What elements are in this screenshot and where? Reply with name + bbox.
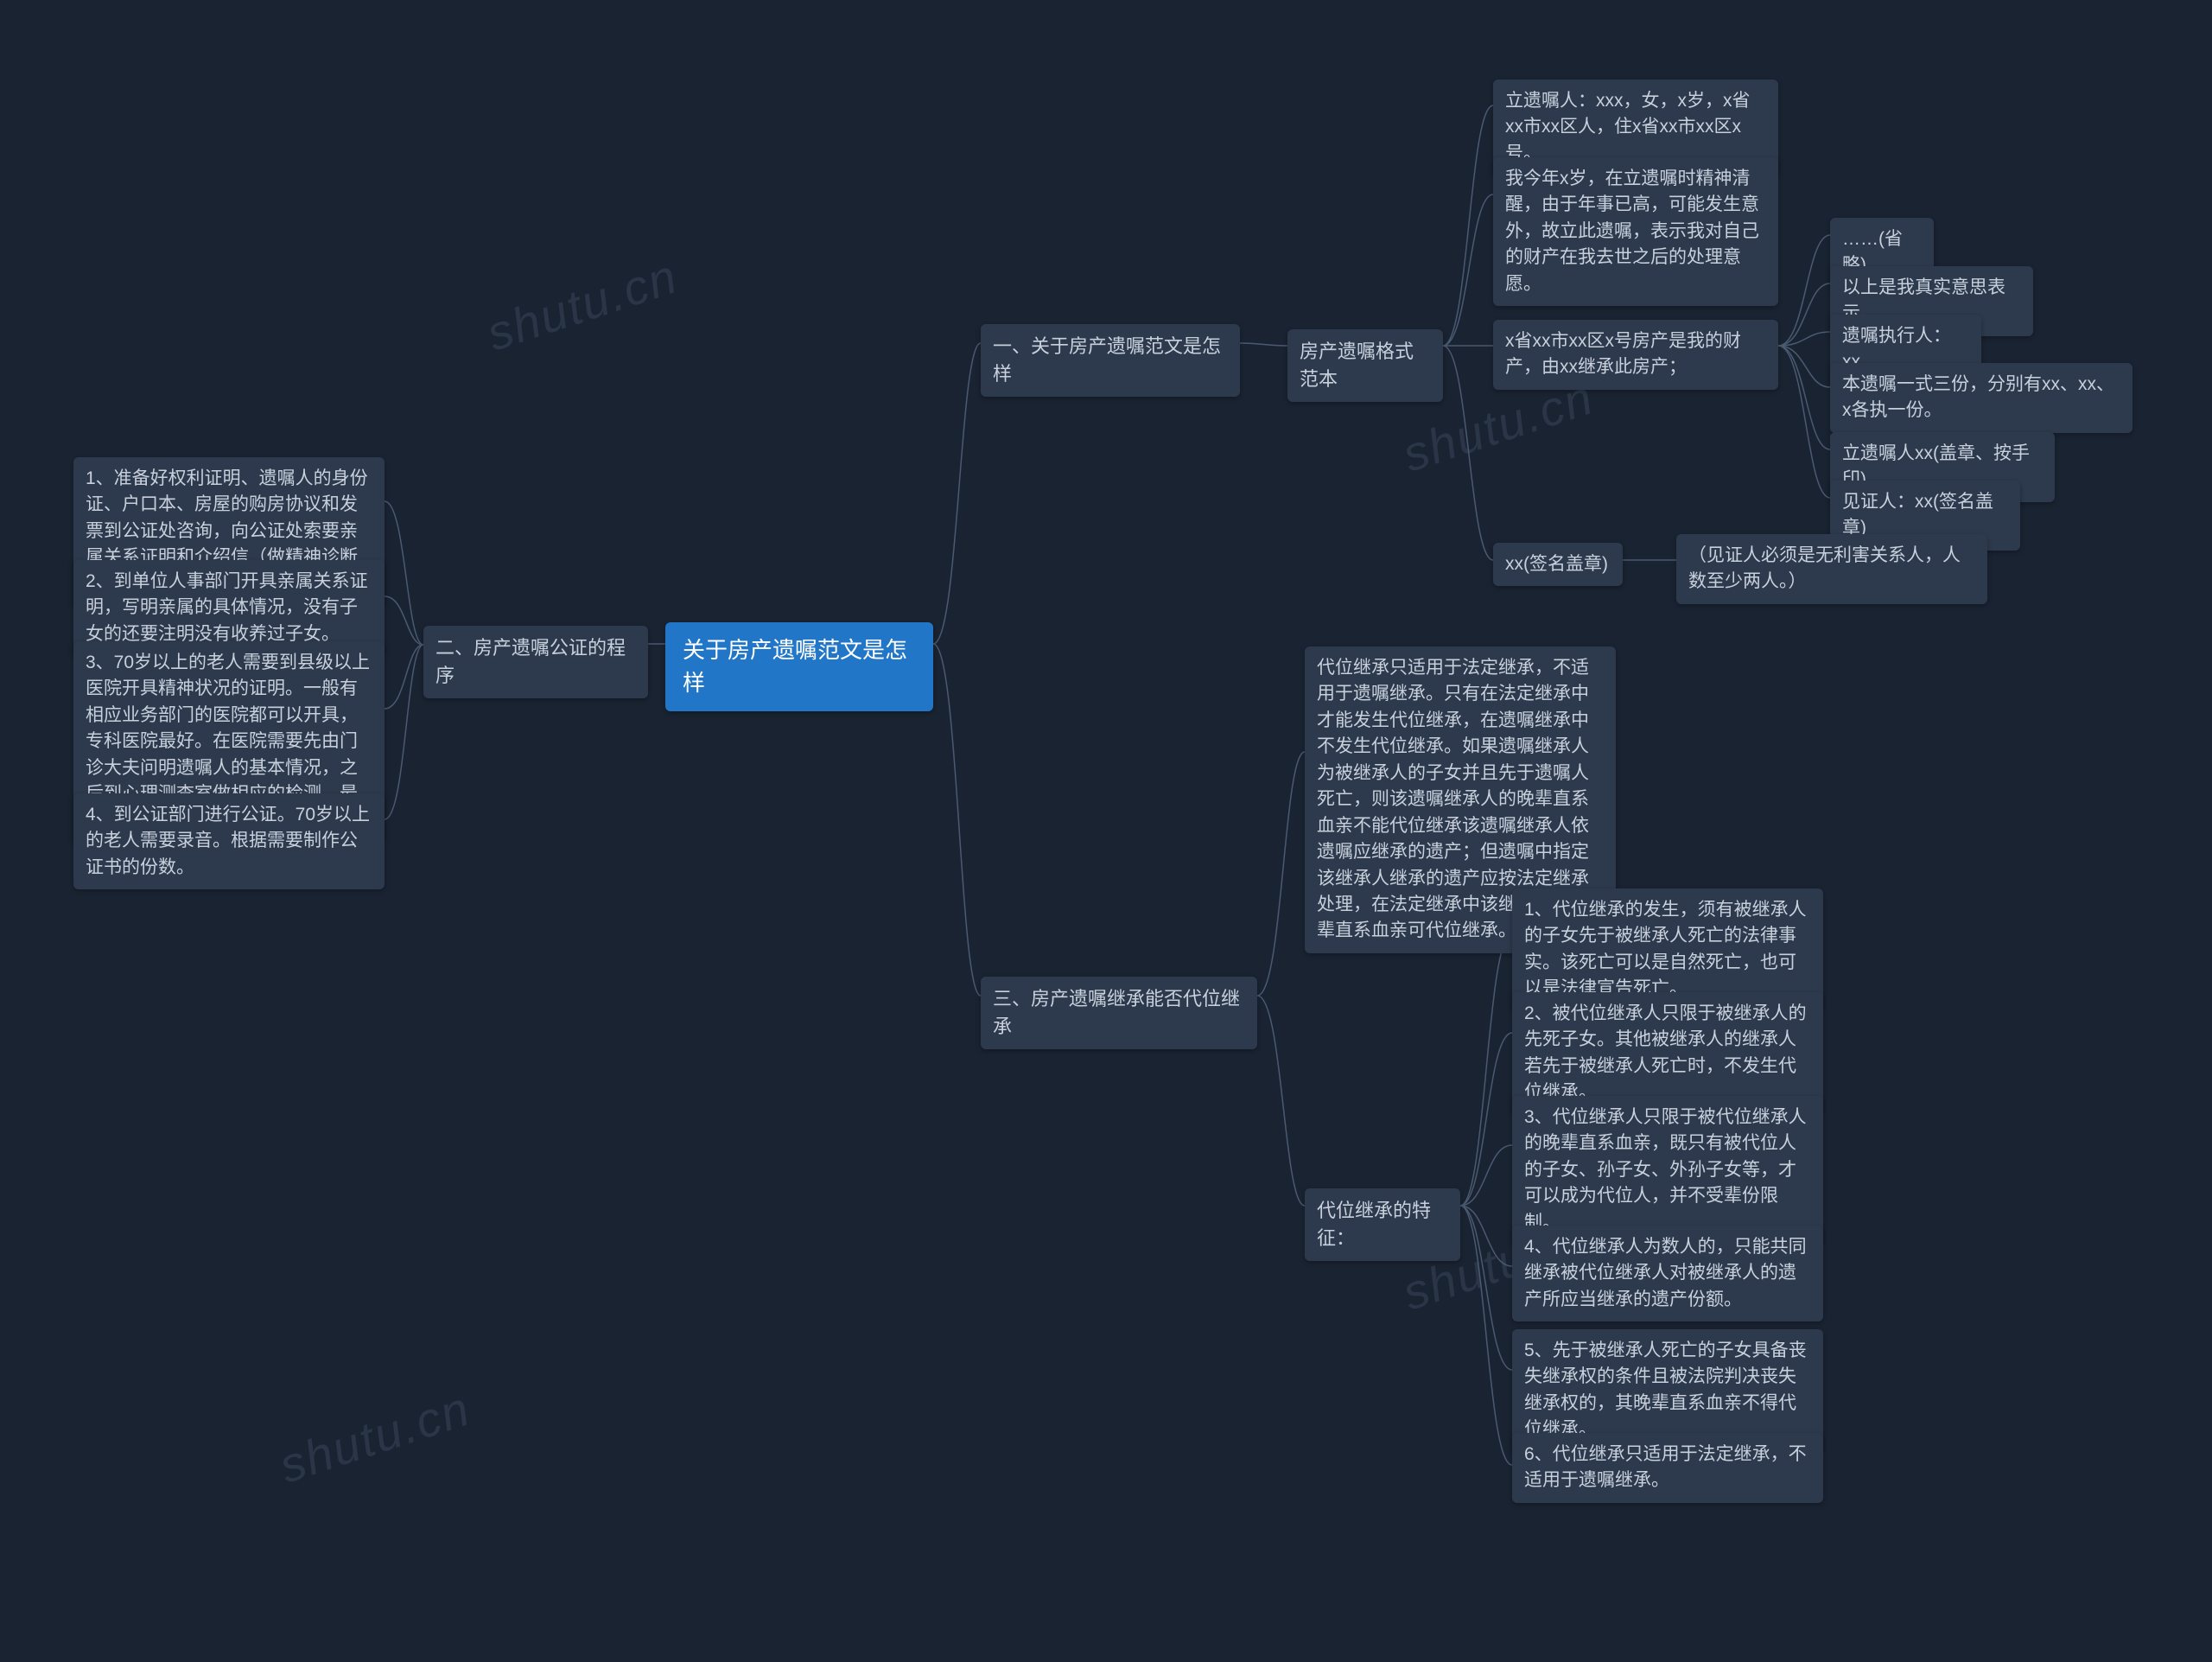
branch-3-item[interactable]: 代位继承的特征： [1305,1188,1460,1261]
branch-3-leaf[interactable]: 4、代位继承人为数人的，只能共同继承被代位继承人对被继承人的遗产所应当继承的遗产… [1512,1226,1823,1321]
branch-1-item[interactable]: xx(签名盖章) [1493,543,1623,586]
mindmap-canvas: shutu.cn shutu.cn shutu.cn shutu.cn [0,0,2212,1662]
branch-3-leaf[interactable]: 3、代位继承人只限于被代位继承人的晚辈直系血亲，既只有被代位人的子女、孙子女、外… [1512,1096,1823,1245]
branch-1-sublabel[interactable]: 房产遗嘱格式范本 [1287,329,1443,402]
branch-1-item[interactable]: x省xx市xx区x号房产是我的财产，由xx继承此房产； [1493,320,1778,390]
branch-1-item[interactable]: 我今年x岁，在立遗嘱时精神清醒，由于年事已高，可能发生意外，故立此遗嘱，表示我对… [1493,157,1778,306]
root-node[interactable]: 关于房产遗嘱范文是怎样 [665,622,933,711]
branch-3-leaf[interactable]: 6、代位继承只适用于法定继承，不适用于遗嘱继承。 [1512,1433,1823,1503]
branch-3-label[interactable]: 三、房产遗嘱继承能否代位继承 [981,977,1257,1049]
branch-1-label[interactable]: 一、关于房产遗嘱范文是怎样 [981,324,1240,397]
branch-2-label[interactable]: 二、房产遗嘱公证的程序 [423,626,648,698]
branch-1-leaf[interactable]: （见证人必须是无利害关系人，人数至少两人。） [1676,534,1987,604]
branch-2-item[interactable]: 4、到公证部门进行公证。70岁以上的老人需要录音。根据需要制作公证书的份数。 [73,793,385,889]
branch-1-leaf[interactable]: 本遗嘱一式三份，分别有xx、xx、x各执一份。 [1830,363,2133,433]
